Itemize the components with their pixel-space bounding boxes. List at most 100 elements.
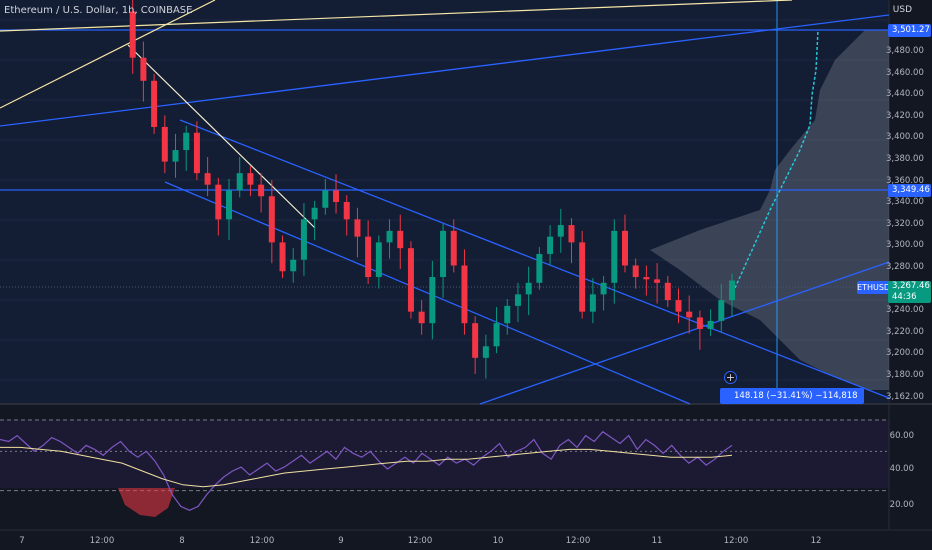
projection-path bbox=[734, 29, 819, 289]
candle-body bbox=[654, 279, 661, 283]
channel-bottom bbox=[164, 181, 691, 405]
candle-body bbox=[589, 294, 596, 312]
symbol-tag: ETHUSD bbox=[857, 281, 891, 294]
time-tick-label: 12:00 bbox=[723, 536, 749, 546]
candle-body bbox=[621, 230, 628, 266]
candle-body bbox=[183, 132, 190, 151]
rsi-tick-label: 40.00 bbox=[889, 464, 914, 474]
price-tick-label: 3,440.00 bbox=[886, 89, 924, 100]
candle-body bbox=[204, 173, 211, 185]
candle-body bbox=[375, 242, 382, 278]
rsi-ma-line bbox=[0, 446, 733, 488]
price-tick-label: 3,420.00 bbox=[886, 110, 924, 121]
support-line bbox=[479, 261, 890, 405]
price-pane bbox=[0, 0, 889, 404]
time-tick-label: 12:00 bbox=[407, 536, 433, 546]
rsi-tick-label: 20.00 bbox=[889, 500, 914, 510]
candle-body bbox=[418, 311, 425, 324]
candle-body bbox=[151, 80, 158, 127]
candle-body bbox=[718, 300, 725, 321]
candle-body bbox=[193, 132, 200, 174]
trendline-yellow-1 bbox=[0, 0, 216, 109]
candle-body bbox=[600, 282, 607, 295]
candle-body bbox=[729, 280, 735, 301]
candle-body bbox=[568, 225, 575, 243]
candle-body bbox=[686, 311, 693, 318]
price-tick-label: 3,380.00 bbox=[886, 154, 924, 164]
trendline-white bbox=[127, 44, 316, 229]
price-tick-label: 3,200.00 bbox=[886, 348, 924, 359]
candle-body bbox=[268, 196, 275, 243]
candle-body bbox=[300, 219, 307, 260]
candle-body bbox=[236, 173, 243, 191]
price-tick-label: 3,340.00 bbox=[886, 197, 924, 208]
candle-body bbox=[611, 230, 618, 283]
time-tick-label: 11 bbox=[651, 536, 663, 546]
currency-label: USD bbox=[892, 5, 912, 15]
candle-body bbox=[215, 184, 222, 220]
candle-body bbox=[290, 259, 297, 272]
last-price-tag: 3,267.46 44:36 bbox=[888, 281, 931, 303]
candle-body bbox=[643, 277, 650, 280]
candle-body bbox=[525, 282, 532, 295]
price-tick-label: 3,220.00 bbox=[886, 326, 924, 337]
measure-label[interactable]: 148.18 (−31.41%) −114,818 bbox=[720, 388, 864, 404]
level-tag-top: 3,501.27 bbox=[888, 24, 931, 37]
candle-body bbox=[279, 242, 286, 272]
candle-body bbox=[172, 150, 179, 162]
time-tick-label: 8 bbox=[179, 536, 185, 546]
time-tick-label: 12:00 bbox=[565, 536, 591, 546]
candle-body bbox=[397, 230, 404, 249]
candle-body bbox=[696, 317, 703, 329]
candle-body bbox=[343, 202, 350, 220]
candle-body bbox=[322, 190, 329, 208]
candle-body bbox=[514, 294, 521, 306]
rsi-tick-label: 60.00 bbox=[889, 431, 914, 441]
symbol-title: Ethereum / U.S. Dollar, 1h, COINBASE bbox=[4, 5, 193, 16]
candle-body bbox=[707, 320, 714, 329]
candle-body bbox=[482, 346, 489, 358]
price-tick-label: 3,360.00 bbox=[886, 175, 924, 186]
time-tick-label: 12:00 bbox=[249, 536, 275, 546]
channel-top bbox=[179, 119, 890, 399]
candle-body bbox=[354, 219, 361, 237]
time-tick-label: 9 bbox=[338, 536, 344, 546]
candle-body bbox=[247, 173, 254, 185]
candle-body bbox=[129, 11, 136, 58]
candle-body bbox=[258, 184, 265, 197]
price-tick-label: 3,162.00 bbox=[886, 391, 924, 402]
candle-body bbox=[450, 230, 457, 266]
rsi-line bbox=[0, 430, 733, 511]
price-tick-label: 3,240.00 bbox=[886, 305, 924, 316]
candle-body bbox=[632, 265, 639, 278]
price-tick-label: 3,320.00 bbox=[886, 218, 924, 229]
candle-body bbox=[557, 225, 564, 237]
candle-body bbox=[536, 253, 543, 283]
price-tick-label: 3,280.00 bbox=[886, 262, 924, 272]
candle-body bbox=[140, 57, 147, 81]
time-tick-label: 12:00 bbox=[89, 536, 115, 546]
candle-body bbox=[311, 207, 318, 220]
price-tick-label: 3,400.00 bbox=[886, 132, 924, 143]
candle-body bbox=[579, 242, 586, 312]
time-tick-label: 12 bbox=[810, 536, 822, 546]
candle-body bbox=[547, 236, 554, 254]
price-tick-label: 3,300.00 bbox=[886, 240, 924, 251]
candle-body bbox=[429, 277, 436, 324]
time-tick-label: 10 bbox=[492, 536, 504, 546]
bar-countdown: 44:36 bbox=[892, 292, 917, 302]
add-icon[interactable]: + bbox=[724, 371, 737, 384]
candle-body bbox=[461, 265, 468, 324]
price-tick-label: 3,480.00 bbox=[886, 46, 924, 56]
candle-body bbox=[504, 305, 511, 324]
candle-body bbox=[333, 190, 340, 202]
candle-body bbox=[365, 236, 372, 278]
price-tick-label: 3,460.00 bbox=[886, 67, 924, 78]
trendline-blue-upper bbox=[0, 14, 890, 127]
time-tick-label: 7 bbox=[19, 536, 25, 546]
candle-body bbox=[472, 323, 479, 358]
candle-body bbox=[493, 323, 500, 347]
candle-body bbox=[440, 230, 447, 278]
